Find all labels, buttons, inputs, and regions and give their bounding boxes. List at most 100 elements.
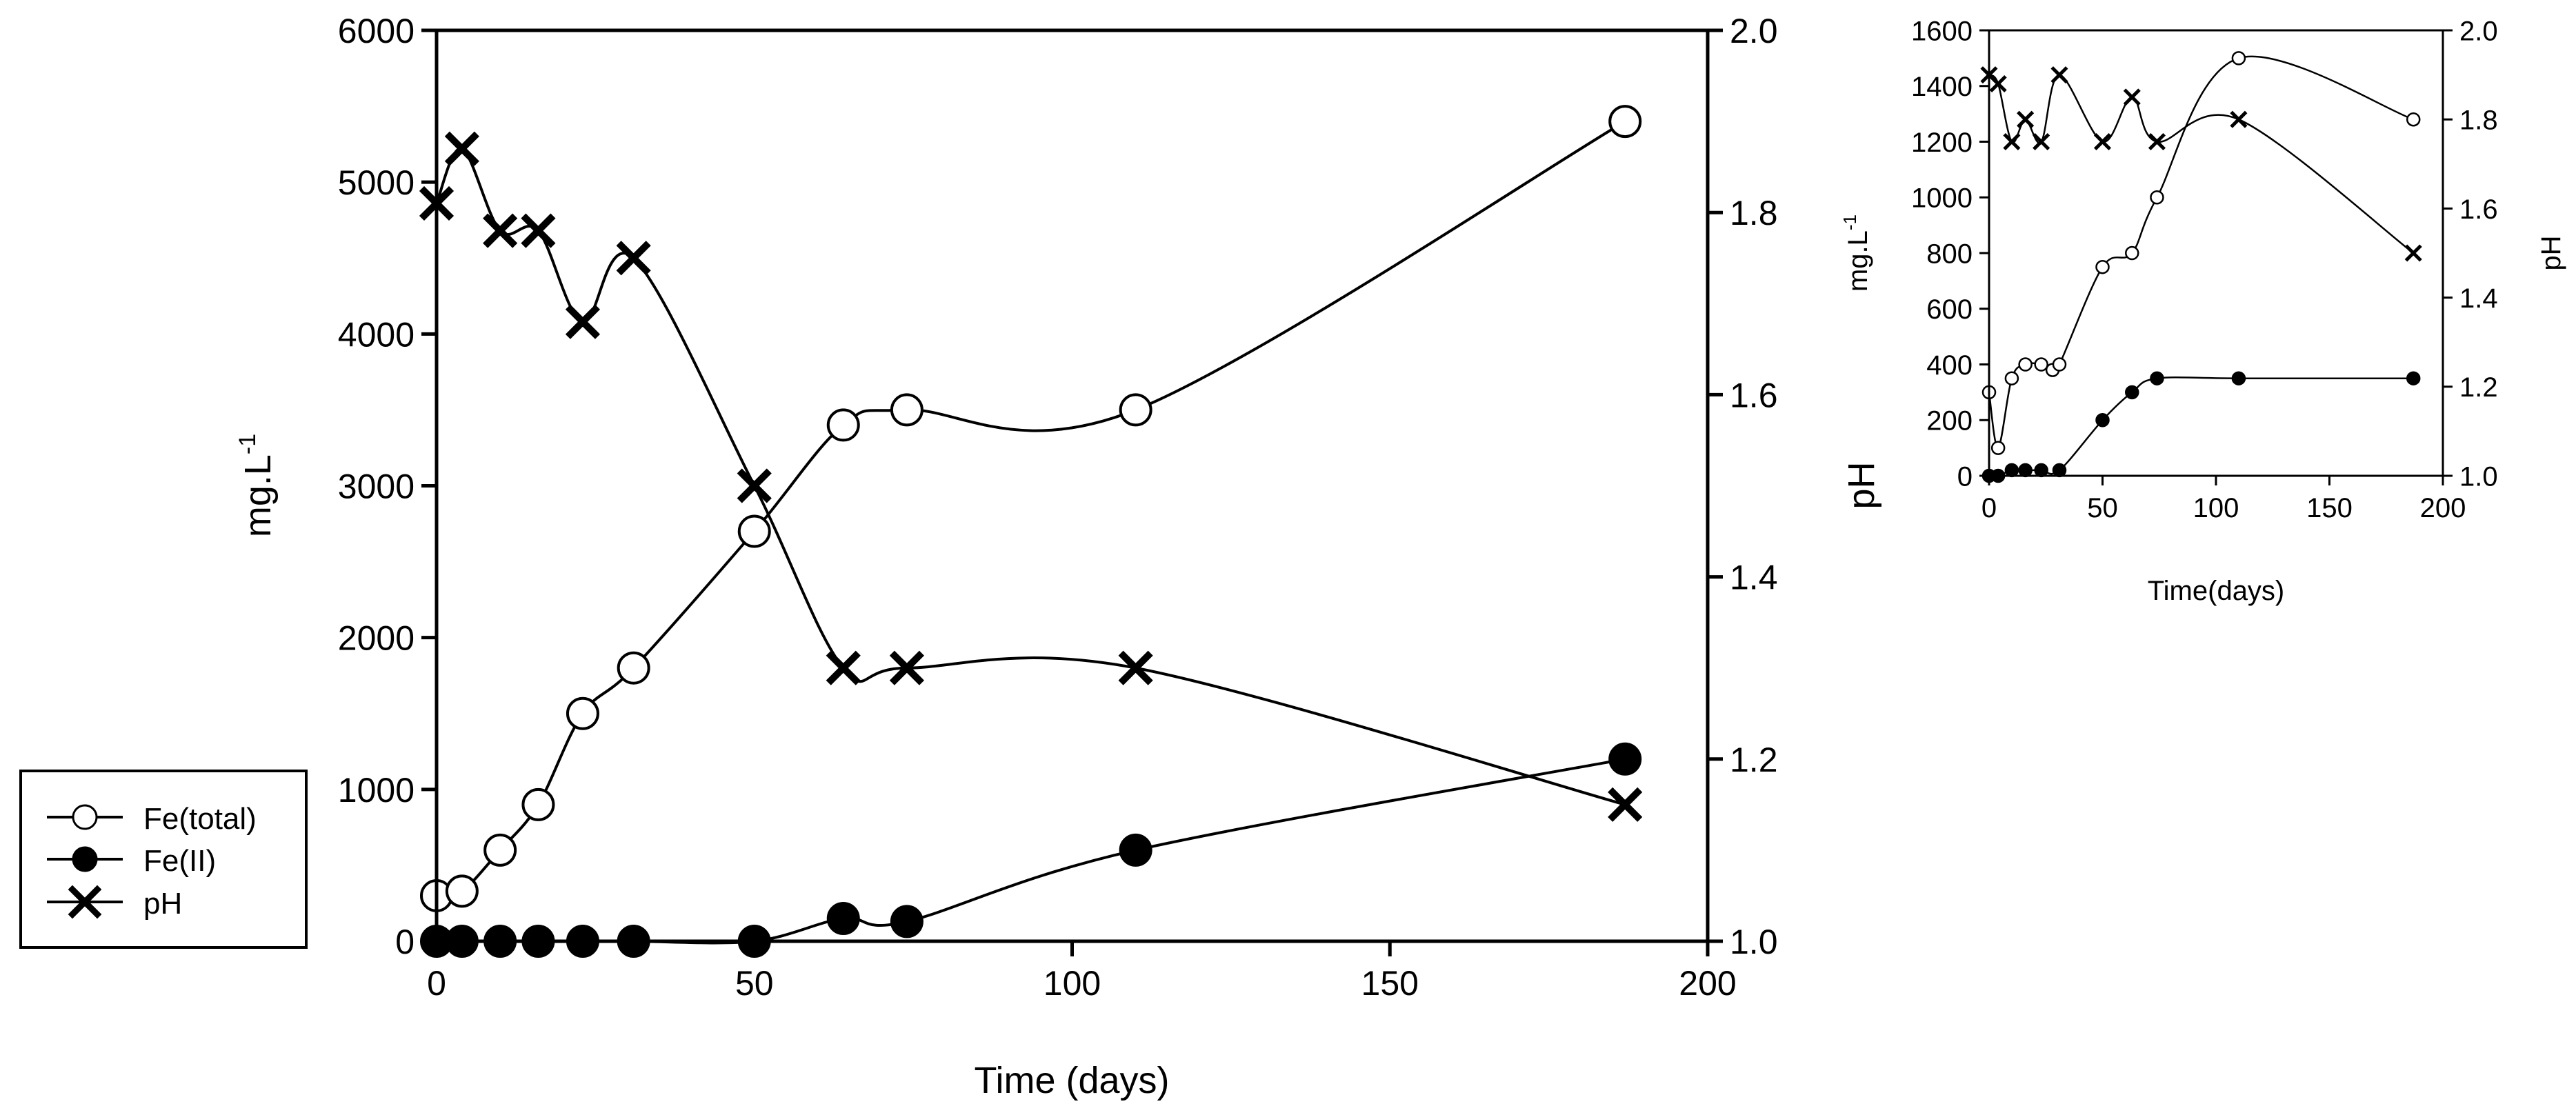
main-y-left-tick-label: 6000 xyxy=(338,12,415,50)
inset-point-fe-total xyxy=(2052,357,2067,372)
main-markers xyxy=(419,105,1643,958)
inset-x-ticks: 0 50 100 150 200 xyxy=(1981,476,2466,523)
inset-point-fe-total xyxy=(2150,190,2164,205)
inset-point-ph xyxy=(2033,132,2050,151)
main-point-fe-ii xyxy=(890,905,923,938)
inset-point-ph xyxy=(2050,66,2068,84)
inset-x-tick-label: 50 xyxy=(2087,493,2118,523)
inset-series-line-fe-total xyxy=(1988,55,2414,449)
legend-cross-marker xyxy=(68,885,102,919)
legend-label-fe-ii: Fe(II) xyxy=(143,844,216,878)
inset-x-axis-label: Time(days) xyxy=(2148,576,2285,606)
inset-chart: 0 50 100 150 200 0 200 400 600 800 1000 1200 1400 16… xyxy=(1839,16,2566,606)
main-point-fe-ii xyxy=(1608,742,1642,776)
main-point-ph xyxy=(565,304,601,339)
main-y-right-tick-label: 1.0 xyxy=(1730,923,1778,961)
main-series-line-ph xyxy=(435,147,1626,806)
main-point-fe-total xyxy=(617,651,650,685)
main-point-fe-total xyxy=(521,787,555,821)
inset-y-right-tick-label: 1.0 xyxy=(2459,461,2498,492)
inset-y-left-tick-label: 1400 xyxy=(1911,72,1973,102)
main-y-left-tick-label: 2000 xyxy=(338,619,415,658)
main-point-fe-total xyxy=(890,393,923,427)
inset-point-fe-ii xyxy=(2125,385,2139,400)
main-series-line-fe-total xyxy=(436,120,1626,898)
inset-point-fe-total xyxy=(1990,441,2006,455)
main-point-ph xyxy=(483,213,518,248)
inset-point-ph xyxy=(2148,132,2166,151)
inset-y-left-tick-label: 1200 xyxy=(1911,128,1973,158)
main-y-left-tick-label: 5000 xyxy=(338,163,415,202)
inset-point-fe-ii xyxy=(2150,371,2164,385)
main-x-ticks: 0 50 100 150 200 xyxy=(427,941,1737,1003)
inset-x-tick-label: 0 xyxy=(1981,493,1997,523)
main-y-left-tick-label: 3000 xyxy=(338,468,415,506)
inset-point-ph xyxy=(2404,244,2422,262)
main-point-ph xyxy=(889,650,924,685)
main-y-left-ticks: 0 1000 2000 3000 4000 5000 6000 xyxy=(338,12,437,961)
main-y-left-tick-label: 0 xyxy=(395,923,415,961)
legend-entry-ph: pH xyxy=(47,885,182,921)
inset-y-left-tick-label: 1600 xyxy=(1911,16,1973,46)
inset-point-ph xyxy=(2003,132,2021,151)
inset-y-left-tick-label: 600 xyxy=(1926,294,1973,325)
main-x-tick-label: 50 xyxy=(735,964,774,1003)
inset-x-tick-label: 100 xyxy=(2193,493,2239,523)
inset-point-ph xyxy=(2230,110,2248,128)
main-point-fe-ii xyxy=(826,901,860,935)
main-y-left-tick-label: 1000 xyxy=(338,771,415,810)
main-x-tick-label: 100 xyxy=(1044,964,1101,1003)
inset-series-line-ph xyxy=(1988,74,2414,254)
main-y-left-tick-label: 4000 xyxy=(338,315,415,354)
inset-point-fe-ii xyxy=(2034,463,2048,478)
main-y-right-tick-label: 1.6 xyxy=(1730,376,1778,414)
inset-y-left-label-sup: -1 xyxy=(1839,214,1860,230)
main-point-ph xyxy=(521,213,556,248)
inset-point-ph xyxy=(2093,132,2112,151)
inset-point-fe-ii xyxy=(2052,463,2067,478)
main-point-ph xyxy=(1608,787,1643,822)
inset-y-right-tick-label: 2.0 xyxy=(2459,16,2498,46)
inset-y-right-tick-label: 1.8 xyxy=(2459,106,2498,136)
inset-point-fe-total xyxy=(2004,371,2019,385)
main-y-right-tick-label: 1.2 xyxy=(1730,741,1778,779)
legend-open-circle-marker xyxy=(72,804,98,830)
inset-point-ph xyxy=(2017,110,2035,128)
main-x-tick-label: 150 xyxy=(1361,964,1419,1003)
main-point-fe-total xyxy=(483,833,517,867)
inset-series-line-fe-ii xyxy=(1988,376,2414,477)
main-y-right-tick-label: 1.8 xyxy=(1730,194,1778,232)
main-y-right-axis-label: pH xyxy=(1841,461,1882,509)
inset-point-fe-ii xyxy=(2095,413,2110,428)
inset-lines xyxy=(1988,55,2414,477)
inset-point-fe-ii xyxy=(2004,463,2019,478)
main-y-right-tick-label: 1.4 xyxy=(1730,559,1778,597)
inset-y-left-axis-label: mg.L-1 xyxy=(1839,214,1873,292)
main-y-left-label-sup: -1 xyxy=(234,434,261,454)
inset-point-ph xyxy=(2123,88,2141,106)
main-point-fe-total xyxy=(566,696,599,730)
legend-entry-fe-ii: Fe(II) xyxy=(47,844,216,878)
main-point-ph xyxy=(737,468,772,503)
inset-point-fe-total xyxy=(2406,112,2421,127)
main-point-fe-ii xyxy=(1119,833,1152,867)
inset-point-ph xyxy=(1989,74,2007,93)
main-plot-frame xyxy=(435,28,1710,943)
inset-y-right-axis-label: pH xyxy=(2536,235,2566,270)
main-point-fe-total xyxy=(1119,393,1152,427)
inset-point-fe-ii xyxy=(2406,371,2421,385)
inset-point-fe-total xyxy=(2095,259,2110,274)
inset-y-right-tick-label: 1.4 xyxy=(2459,283,2498,314)
inset-point-fe-total xyxy=(2231,51,2246,66)
inset-y-right-ticks: 1.0 1.2 1.4 1.6 1.8 2.0 xyxy=(2443,16,2498,492)
inset-point-fe-ii xyxy=(2018,463,2033,478)
inset-plot-frame xyxy=(1988,29,2444,477)
inset-x-tick-label: 150 xyxy=(2306,493,2353,523)
legend-filled-circle-marker xyxy=(72,846,98,872)
legend-label-fe-total: Fe(total) xyxy=(143,802,257,836)
inset-x-tick-label: 200 xyxy=(2420,493,2466,523)
inset-point-fe-total xyxy=(2018,357,2033,372)
inset-markers xyxy=(1980,51,2422,483)
main-point-fe-total xyxy=(737,514,771,548)
